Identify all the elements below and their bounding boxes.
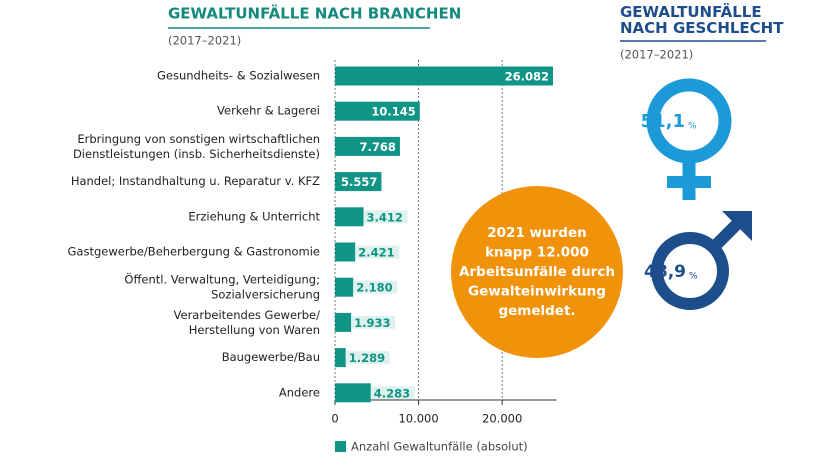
value-label: 2.180 <box>356 281 392 295</box>
value-unit: % <box>689 272 698 282</box>
bar <box>335 383 371 403</box>
bar <box>335 66 554 86</box>
value-label-bg <box>370 386 415 400</box>
male-arrow-head <box>722 211 752 241</box>
value-label: 1.289 <box>349 351 385 365</box>
bar <box>335 242 356 262</box>
value-label: 48,9 <box>644 262 686 282</box>
category-label: Gastgewerbe/Beherbergung & Gastronomie <box>68 245 320 259</box>
value-label: 3.412 <box>367 210 403 224</box>
category-label: Erbringung von sonstigen wirtschaftliche… <box>73 131 320 160</box>
legend-swatch <box>335 441 346 452</box>
value-label-bg <box>355 245 400 259</box>
x-tick-label: 0 <box>331 412 338 426</box>
bar <box>335 207 364 227</box>
category-label: Erziehung & Unterricht <box>188 209 320 223</box>
bar <box>335 348 346 368</box>
value-label-bg <box>351 315 396 329</box>
chart-subtitle: (2017–2021) <box>168 34 241 48</box>
value-label: 26.082 <box>505 70 549 84</box>
value-unit: % <box>688 122 697 132</box>
category-label: Verarbeitendes Gewerbe/Herstellung von W… <box>174 307 321 336</box>
value-label: 1.933 <box>354 316 390 330</box>
value-label: 4.283 <box>374 386 410 400</box>
male-symbol <box>651 232 729 310</box>
value-label-bg <box>345 351 390 365</box>
bar <box>335 312 352 332</box>
value-label: 5.557 <box>341 175 377 189</box>
category-label: Verkehr & Lagerei <box>217 104 320 118</box>
bar <box>335 172 382 192</box>
chart-title: GEWALTUNFÄLLE NACH GESCHLECHT <box>620 2 784 37</box>
value-label: 7.768 <box>360 140 396 154</box>
category-label: Gesundheits- & Sozialwesen <box>157 69 320 83</box>
value-label: 10.145 <box>371 105 415 119</box>
bar <box>335 277 354 297</box>
category-label: Baugewerbe/Bau <box>222 350 320 364</box>
chart-title: GEWALTUNFÄLLE NACH BRANCHEN <box>168 4 461 23</box>
value-label: 51,1 <box>641 111 685 132</box>
x-tick-label: 10.000 <box>398 412 438 426</box>
bar <box>335 136 400 156</box>
value-label-bg <box>353 280 398 294</box>
callout-text: 2021 wurden knapp 12.000 Arbeitsunfälle du… <box>459 225 615 319</box>
value-label-bg <box>363 210 408 224</box>
category-label: Handel; Instandhaltung u. Reparatur v. K… <box>71 174 320 188</box>
category-label: Öffentl. Verwaltung, Verteidigung; Sozial… <box>124 270 320 301</box>
chart-subtitle: (2017–2021) <box>620 48 693 62</box>
x-tick-label: 20.000 <box>482 412 522 426</box>
value-label: 2.421 <box>358 246 394 260</box>
legend-label: Anzahl Gewaltunfälle (absolut) <box>351 440 528 454</box>
bar <box>335 101 420 121</box>
category-label: Andere <box>279 385 320 399</box>
callout-circle <box>451 186 623 358</box>
